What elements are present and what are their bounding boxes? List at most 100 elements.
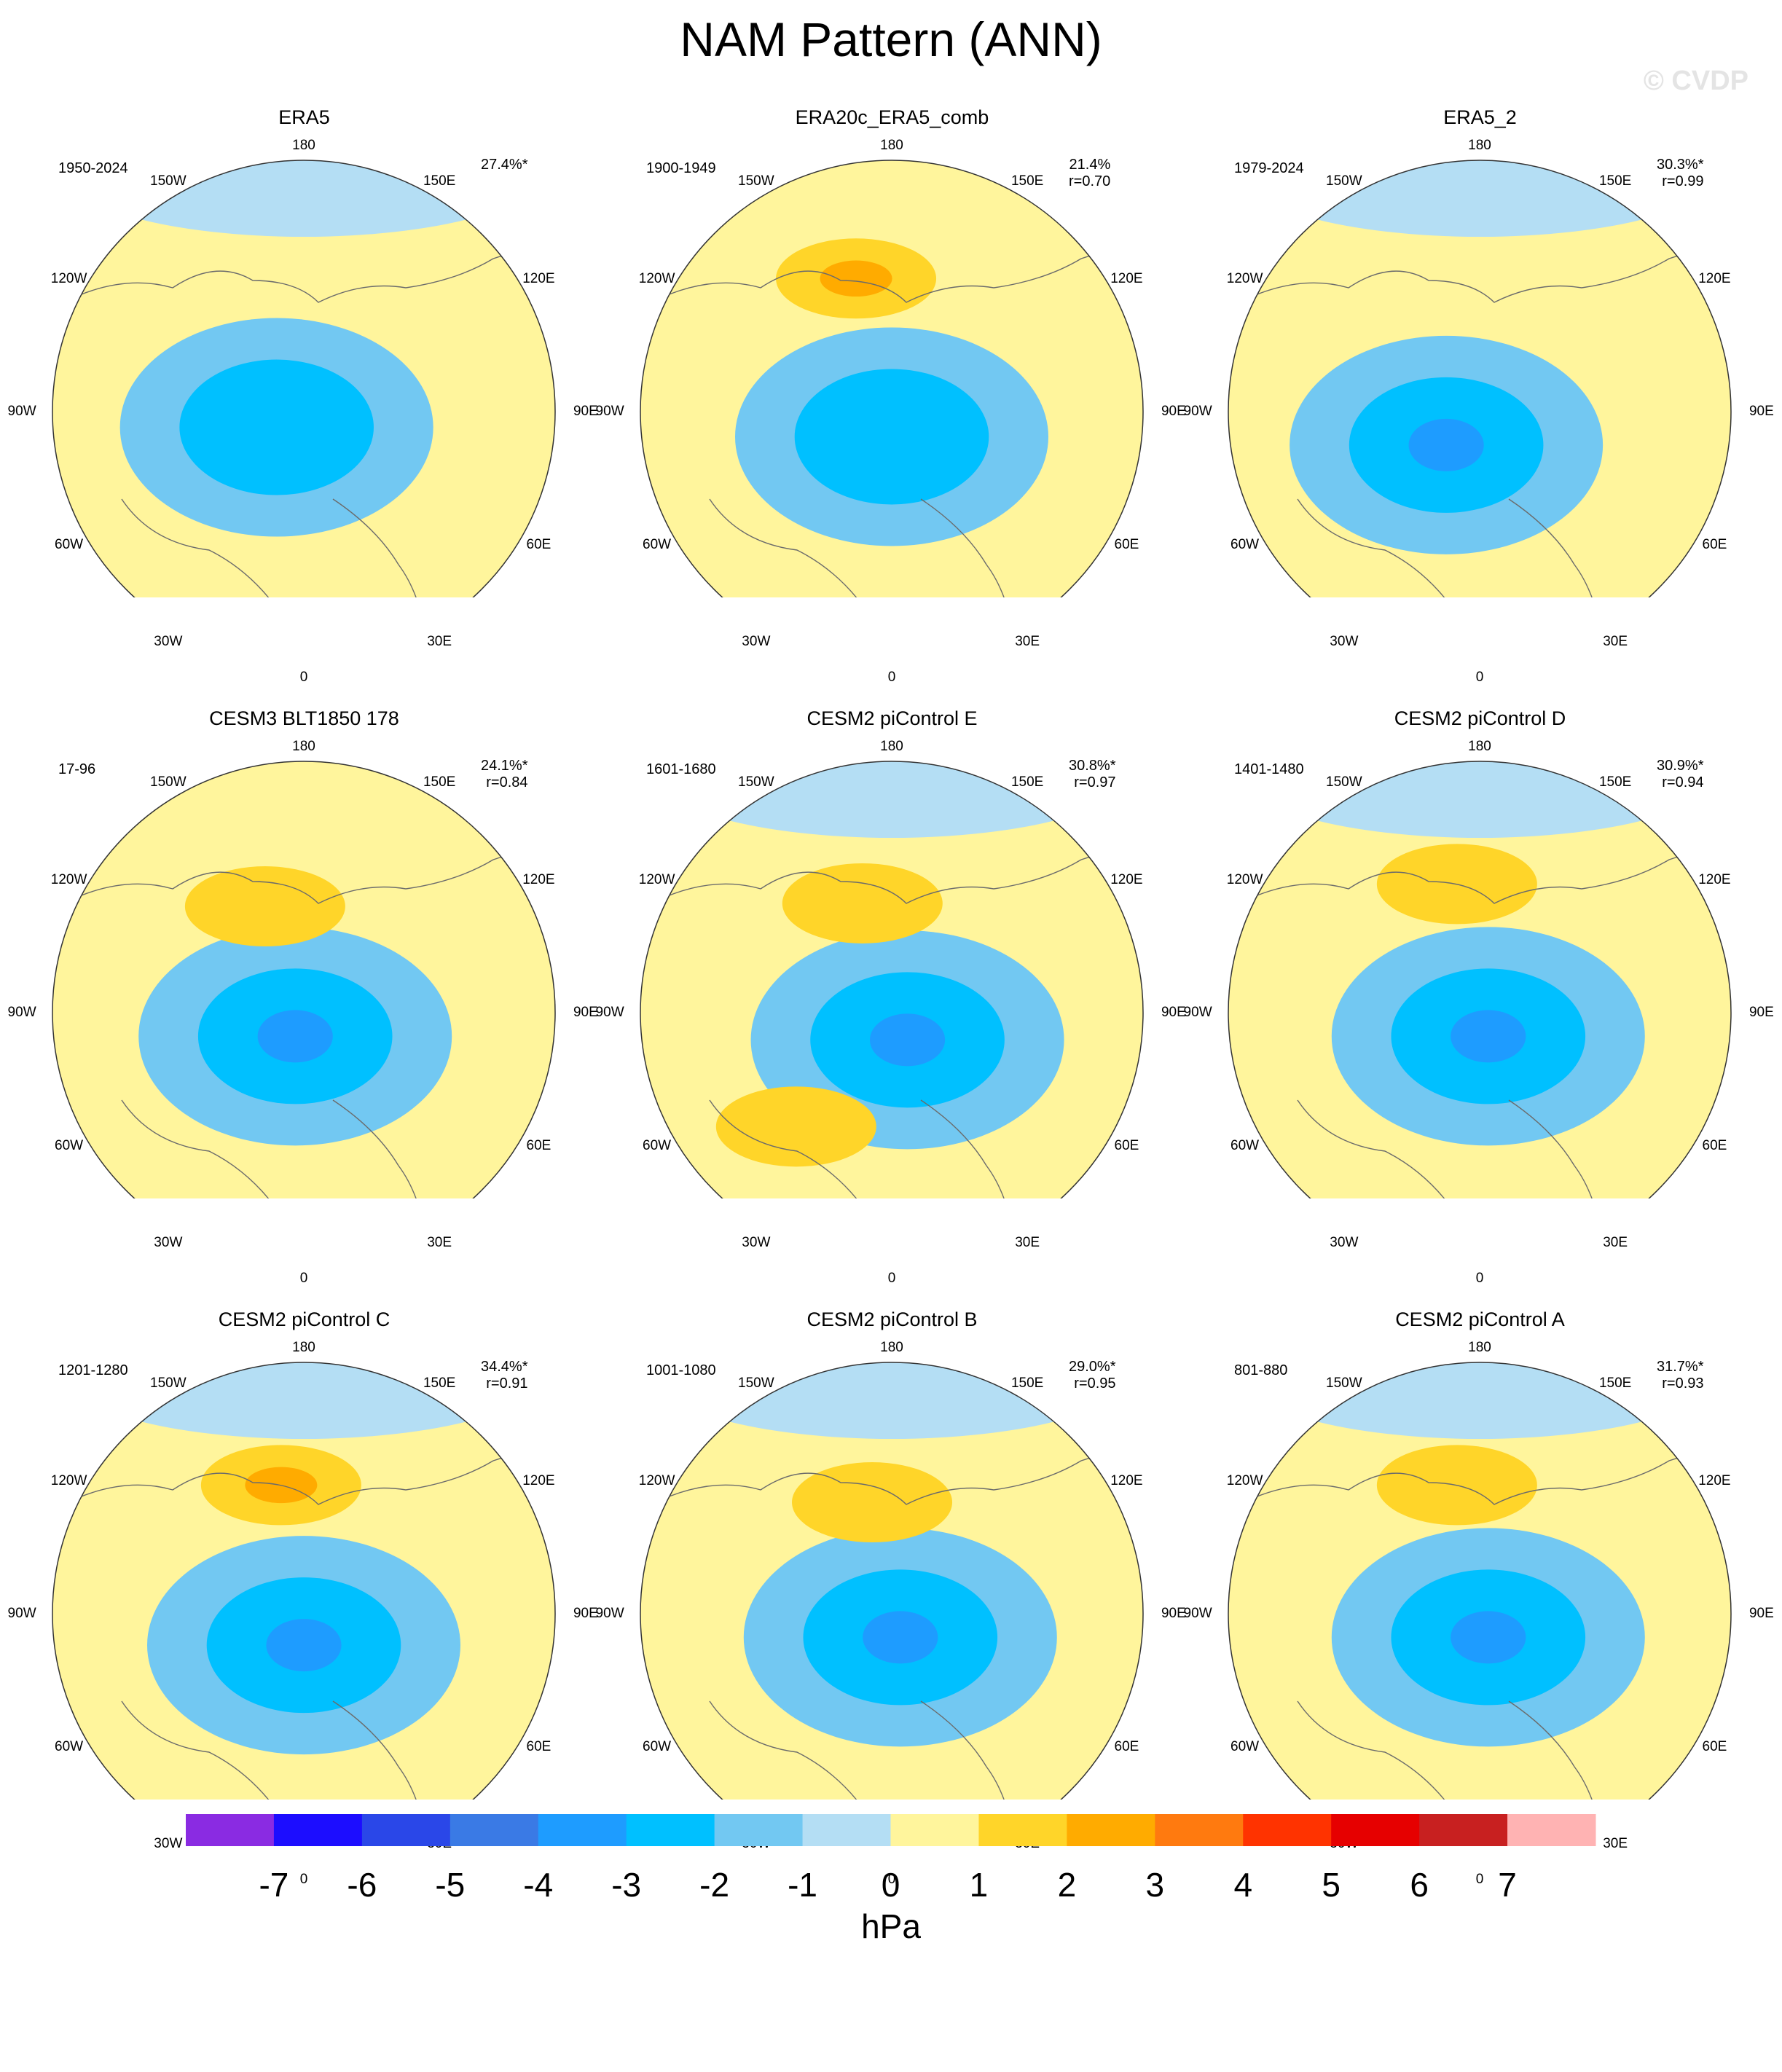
longitude-label: 90W: [7, 1005, 36, 1020]
positive-anomaly-contour: [184, 866, 345, 947]
coastline: [63, 844, 555, 1198]
stats-label: 27.4%*: [481, 157, 528, 173]
colorbar-tick-label: -2: [699, 1866, 730, 1904]
colorbar-tick-label: -1: [788, 1866, 818, 1904]
longitude-label: 60W: [55, 1137, 84, 1153]
longitude-label: 150W: [150, 774, 187, 790]
coastline: [651, 844, 1143, 1198]
colorbar-label: hPa: [861, 1907, 921, 1945]
longitude-label: 90E: [1748, 1005, 1774, 1020]
pattern-correlation: r=0.95: [1074, 1376, 1116, 1392]
polar-map: [640, 761, 1144, 1198]
colorbar-tick-label: -4: [523, 1866, 554, 1904]
map-panel: CESM3 BLT1850 178 17-96 24.1%* r=0.84 180 150…: [7, 601, 601, 1286]
longitude-label: 0: [1475, 670, 1484, 685]
longitude-label: 120E: [522, 1472, 555, 1488]
panel-title: CESM2 piControl C: [218, 1308, 390, 1330]
longitude-label: 150W: [1326, 774, 1362, 790]
longitude-label: 90W: [1183, 1606, 1212, 1621]
outer-negative-band: [651, 761, 1132, 838]
colorbar-tick-label: 6: [1410, 1866, 1429, 1904]
period-label: 1001-1080: [646, 1362, 716, 1378]
panel-title: ERA20c_ERA5_comb: [795, 106, 989, 128]
negative-anomaly-contour: [863, 1611, 938, 1664]
longitude-label: 180: [292, 739, 315, 754]
map-panel: ERA5_2 1979-2024 30.3%* r=0.99 180 150E 120E 90…: [1183, 0, 1777, 685]
longitude-label: 60E: [1702, 1137, 1727, 1153]
positive-anomaly-contour: [820, 260, 892, 297]
panel-title: CESM2 piControl E: [806, 707, 978, 729]
longitude-label: 180: [880, 138, 903, 153]
longitude-label: 150E: [1010, 1375, 1044, 1391]
explained-variance: 30.8%*: [1069, 758, 1116, 774]
colorbar-tick-label: 2: [1057, 1866, 1077, 1904]
longitude-label: 150W: [150, 173, 187, 189]
explained-variance: 29.0%*: [1069, 1359, 1116, 1375]
panel-title: CESM2 piControl D: [1394, 707, 1566, 729]
longitude-label: 60E: [1702, 536, 1727, 552]
longitude-label: 0: [299, 1872, 308, 1887]
longitude-label: 90E: [1161, 1606, 1186, 1621]
coastline: [651, 243, 1143, 597]
longitude-label: 60W: [1230, 1738, 1260, 1754]
colorbar-bin: [978, 1814, 1067, 1846]
longitude-label: 60W: [1230, 1137, 1260, 1153]
negative-anomaly-contour: [1451, 1611, 1526, 1664]
longitude-label: 120W: [50, 871, 87, 887]
colorbar-bin: [273, 1814, 363, 1846]
period-label: 1601-1680: [646, 761, 716, 777]
colorbar-bin: [186, 1814, 275, 1846]
longitude-label: 30W: [742, 1235, 771, 1251]
polar-map: [1228, 1362, 1732, 1800]
longitude-label: 180: [880, 1340, 903, 1355]
longitude-label: 120E: [522, 871, 555, 887]
colorbar-tick-label: -3: [611, 1866, 642, 1904]
coastline: [651, 1445, 1143, 1800]
longitude-label: 120E: [522, 270, 555, 286]
longitude-label: 60E: [526, 1137, 552, 1153]
map-border: [52, 1362, 556, 1800]
coastline: [1239, 844, 1731, 1198]
longitude-label: 60W: [643, 1738, 672, 1754]
longitude-label: 90E: [1748, 1606, 1774, 1621]
longitude-label: 0: [299, 670, 308, 685]
longitude-label: 0: [1475, 1271, 1484, 1286]
coastline: [63, 1445, 555, 1800]
colorbar-bin: [1507, 1814, 1596, 1846]
longitude-label: 60W: [643, 1137, 672, 1153]
explained-variance: 30.9%*: [1657, 758, 1704, 774]
longitude-label: 90W: [7, 1606, 36, 1621]
explained-variance: 31.7%*: [1657, 1359, 1704, 1375]
pattern-correlation: r=0.93: [1662, 1376, 1704, 1392]
longitude-label: 120W: [638, 871, 675, 887]
pattern-correlation: r=0.84: [486, 774, 528, 790]
longitude-label: 30W: [154, 634, 183, 650]
longitude-label: 60W: [55, 536, 84, 552]
positive-anomaly-contour: [782, 863, 943, 943]
longitude-label: 60W: [1230, 536, 1260, 552]
longitude-label: 60E: [526, 536, 552, 552]
longitude-label: 30E: [1603, 1836, 1628, 1852]
map-panel: ERA5 1950-2024 27.4%* 180 150E 120E 90E 60E 30E 0…: [7, 0, 601, 685]
map-border: [1228, 761, 1732, 1198]
colorbar-bin: [802, 1814, 891, 1846]
outer-negative-band: [63, 160, 544, 237]
map-border: [640, 1362, 1144, 1800]
longitude-label: 180: [880, 739, 903, 754]
colorbar-tick-label: 7: [1498, 1866, 1517, 1904]
colorbar-bin: [1419, 1814, 1508, 1846]
longitude-label: 60W: [55, 1738, 84, 1754]
longitude-label: 60E: [1114, 1738, 1139, 1754]
negative-anomaly-contour: [266, 1619, 342, 1672]
negative-anomaly-contour: [1408, 418, 1484, 471]
longitude-label: 30E: [1015, 634, 1040, 650]
explained-variance: 21.4%: [1069, 157, 1111, 173]
longitude-label: 120E: [1110, 270, 1143, 286]
longitude-label: 30W: [154, 1235, 183, 1251]
colorbar-tick-label: 5: [1322, 1866, 1341, 1904]
longitude-label: 120W: [638, 270, 675, 286]
stats-label: 29.0%* r=0.95: [1069, 1359, 1116, 1392]
longitude-label: 150E: [1598, 1375, 1632, 1391]
map-panel: CESM2 piControl E 1601-1680 30.8%* r=0.97 18…: [595, 601, 1189, 1286]
map-border: [640, 761, 1144, 1198]
